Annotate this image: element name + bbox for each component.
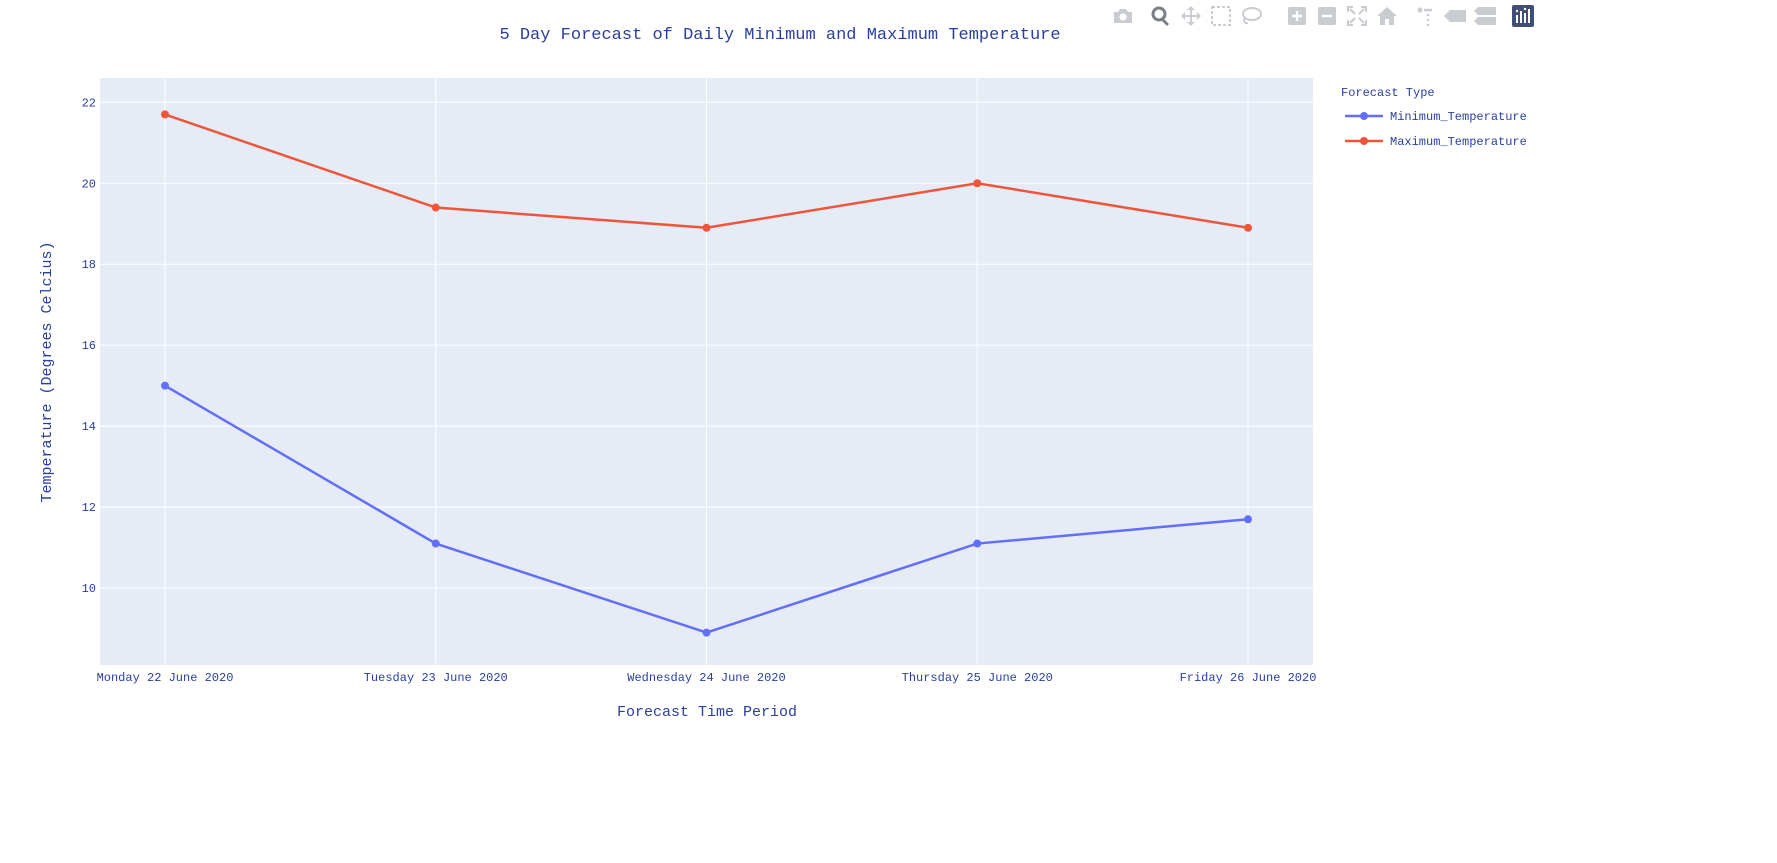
y-axis-ticks: 10 12 14 16 18 20 22 [82,96,96,596]
legend-label: Minimum_Temperature [1390,110,1527,124]
autoscale-icon[interactable] [1342,4,1372,28]
data-point[interactable] [161,381,169,390]
camera-icon[interactable] [1108,4,1138,28]
grid-lines [100,78,1313,665]
box-select-icon[interactable] [1206,4,1236,28]
modebar [1108,4,1538,28]
y-tick-label: 18 [82,258,96,272]
plotly-logo-icon[interactable] [1508,4,1538,28]
hover-compare-icon[interactable] [1470,4,1500,28]
y-tick-label: 14 [82,420,96,434]
x-tick-label: Wednesday 24 June 2020 [627,671,785,685]
y-tick-label: 16 [82,339,96,353]
y-tick-label: 22 [82,96,96,110]
lasso-select-icon[interactable] [1236,4,1266,28]
x-tick-label: Thursday 25 June 2020 [902,671,1053,685]
pan-icon[interactable] [1176,4,1206,28]
legend: Forecast Type Minimum_Temperature Maximum… [1341,86,1527,149]
data-point[interactable] [973,539,982,548]
data-point[interactable] [702,628,711,637]
data-point[interactable] [161,110,169,119]
series-layer [161,110,1252,637]
zoom-out-icon[interactable] [1312,4,1342,28]
reset-axes-icon[interactable] [1372,4,1402,28]
legend-items: Minimum_Temperature Maximum_Temperature [1345,110,1527,149]
legend-title: Forecast Type [1341,86,1435,100]
zoom-in-icon[interactable] [1282,4,1312,28]
y-tick-label: 20 [82,177,96,191]
zoom-icon[interactable] [1146,4,1176,28]
data-point[interactable] [431,203,440,212]
hover-closest-icon[interactable] [1440,4,1470,28]
chart-title: 5 Day Forecast of Daily Minimum and Maxi… [499,26,1060,45]
series-Minimum_Temperature [161,381,1252,637]
legend-swatch-marker [1360,112,1368,120]
spike-lines-icon[interactable] [1410,4,1440,28]
y-tick-label: 12 [82,501,96,515]
data-point[interactable] [973,179,982,188]
legend-item[interactable]: Minimum_Temperature [1345,110,1527,124]
x-tick-label: Monday 22 June 2020 [97,671,234,685]
legend-swatch-marker [1360,137,1368,145]
x-tick-label: Friday 26 June 2020 [1180,671,1317,685]
data-point[interactable] [702,223,711,232]
y-axis-title: Temperature (Degrees Celcius) [39,241,56,502]
y-tick-label: 10 [82,582,96,596]
x-tick-label: Tuesday 23 June 2020 [364,671,508,685]
data-point[interactable] [1244,223,1252,232]
data-point[interactable] [1244,515,1252,524]
series-Maximum_Temperature [161,110,1252,232]
legend-label: Maximum_Temperature [1390,135,1527,149]
x-axis-title: Forecast Time Period [617,704,797,721]
x-axis-ticks: Monday 22 June 2020 Tuesday 23 June 2020 W… [97,671,1317,685]
data-point[interactable] [431,539,440,548]
legend-item[interactable]: Maximum_Temperature [1345,135,1527,149]
